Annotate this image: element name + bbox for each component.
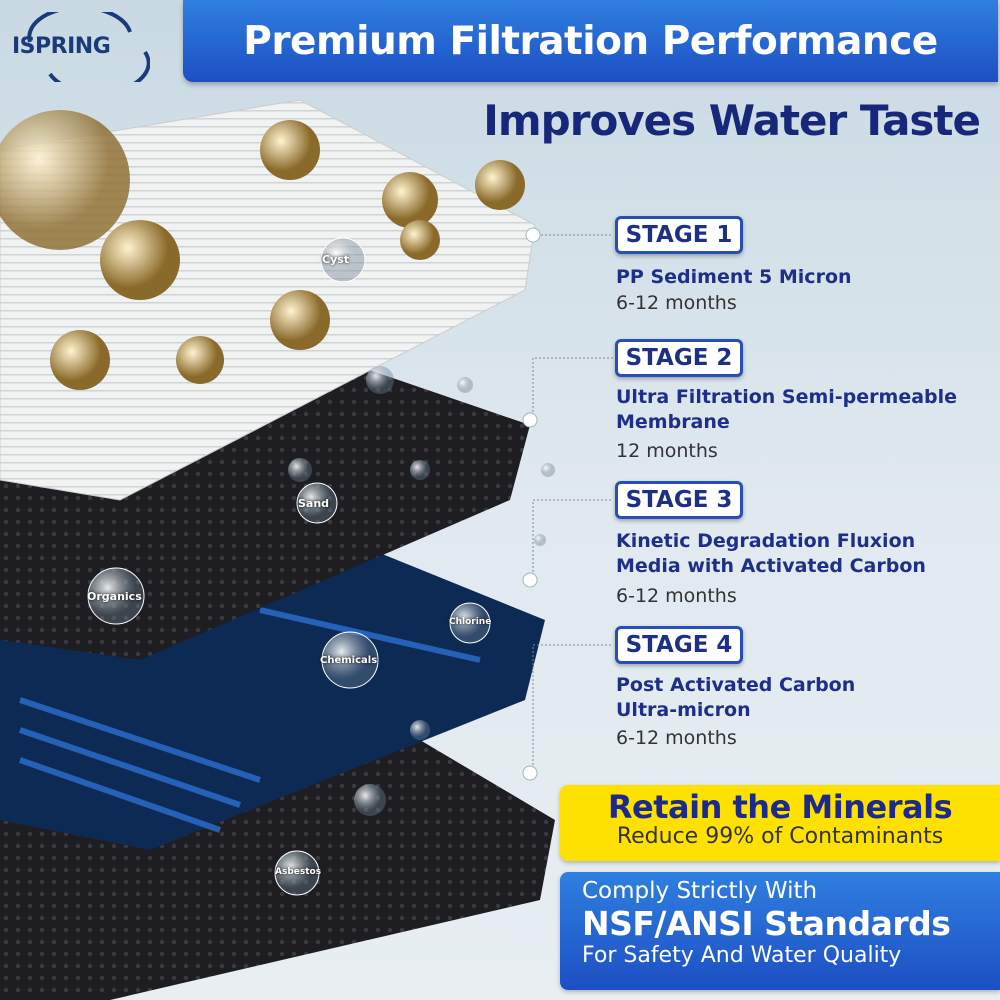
stage2-connector-dot bbox=[522, 412, 538, 428]
ispring-logo bbox=[27, 12, 150, 82]
stage-3-description-line2: Media with Activated Carbon bbox=[616, 555, 926, 577]
logo-text: ISPRING bbox=[12, 34, 111, 59]
standards-line3: For Safety And Water Quality bbox=[582, 943, 902, 968]
contaminant-chlorine: Chlorine bbox=[449, 617, 492, 627]
page-title: Premium Filtration Performance bbox=[183, 0, 998, 82]
stage-4-description-line2: Ultra-micron bbox=[616, 699, 751, 721]
minerals-banner: Retain the Minerals Reduce 99% of Contam… bbox=[560, 785, 1000, 861]
stage-1-badge: STAGE 1 bbox=[615, 216, 743, 254]
standards-headline: NSF/ANSI Standards bbox=[582, 904, 951, 943]
stage-2-description-line1: Ultra Filtration Semi-permeable bbox=[616, 386, 958, 408]
stage-3-description-line1: Kinetic Degradation Fluxion bbox=[616, 530, 916, 552]
stage-2-description-line2: Membrane bbox=[616, 411, 730, 433]
stage-2-duration: 12 months bbox=[616, 440, 718, 462]
contaminant-cyst: Cyst bbox=[322, 253, 350, 266]
stage4-connector-dot bbox=[522, 765, 538, 781]
minerals-headline: Retain the Minerals bbox=[607, 788, 953, 826]
contaminant-organics: Organics bbox=[87, 590, 142, 603]
stage-4-badge: STAGE 4 bbox=[615, 626, 743, 664]
stage1-connector-dot bbox=[525, 227, 541, 243]
stage-2-badge: STAGE 2 bbox=[615, 339, 743, 377]
stage-4-description-line1: Post Activated Carbon bbox=[616, 674, 856, 696]
standards-banner: Comply Strictly With NSF/ANSI Standards … bbox=[560, 872, 1000, 990]
stage-1-description: PP Sediment 5 Micron bbox=[616, 266, 852, 288]
page-subtitle: Improves Water Taste bbox=[483, 96, 981, 145]
contaminant-chemicals: Chemicals bbox=[320, 655, 378, 666]
minerals-subline: Reduce 99% of Contaminants bbox=[616, 824, 944, 849]
stage-1-duration: 6-12 months bbox=[616, 292, 737, 314]
stage-3-duration: 6-12 months bbox=[616, 585, 737, 607]
stage3-connector-dot bbox=[522, 572, 538, 588]
standards-line1: Comply Strictly With bbox=[582, 878, 818, 904]
stage-3-badge: STAGE 3 bbox=[615, 481, 743, 519]
stage-4-duration: 6-12 months bbox=[616, 727, 737, 749]
contaminant-sand: Sand bbox=[298, 497, 330, 510]
contaminant-asbestos: Asbestos bbox=[275, 867, 322, 877]
